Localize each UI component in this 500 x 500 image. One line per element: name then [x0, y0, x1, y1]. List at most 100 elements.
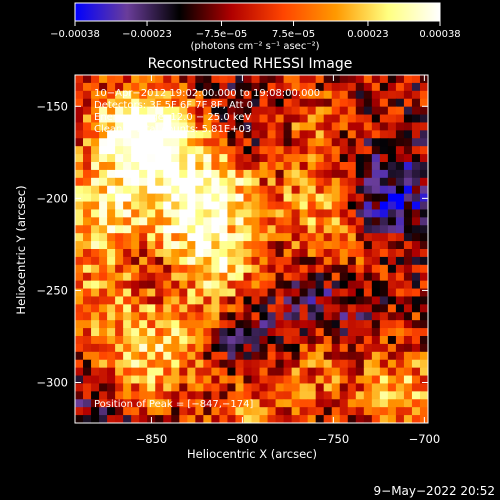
- heatmap-cell: [251, 336, 261, 345]
- heatmap-cell: [147, 249, 156, 258]
- heatmap-cell: [411, 312, 421, 321]
- heatmap-cell: [395, 154, 405, 163]
- heatmap-cell: [179, 225, 188, 234]
- heatmap-cell: [251, 407, 261, 416]
- heatmap-cell: [347, 249, 357, 258]
- heatmap-cell: [227, 185, 237, 195]
- heatmap-cell: [275, 130, 285, 139]
- heatmap-cell: [259, 304, 269, 313]
- heatmap-cell: [91, 320, 100, 329]
- heatmap-cell: [83, 177, 92, 187]
- heatmap-cell: [107, 225, 116, 234]
- heatmap-cell: [187, 288, 196, 298]
- colorbar-tick-label: 7.5e−05: [272, 29, 315, 40]
- heatmap-cell: [179, 312, 188, 321]
- heatmap-cell: [163, 177, 172, 187]
- heatmap-cell: [115, 304, 124, 313]
- heatmap-cell: [235, 256, 245, 266]
- heatmap-cell: [163, 391, 172, 400]
- heatmap-cell: [75, 415, 84, 423]
- heatmap-cell: [211, 241, 221, 250]
- heatmap-cell: [363, 407, 373, 416]
- heatmap-cell: [283, 367, 293, 377]
- heatmap-cell: [307, 185, 317, 195]
- heatmap-cell: [387, 90, 397, 100]
- heatmap-cell: [371, 138, 381, 147]
- heatmap-cell: [419, 367, 428, 377]
- heatmap-cell: [123, 249, 132, 258]
- heatmap-cell: [195, 407, 204, 416]
- heatmap-cell: [131, 367, 140, 377]
- heatmap-cell: [75, 407, 84, 416]
- heatmap-cell: [331, 162, 341, 171]
- heatmap-cell: [171, 169, 180, 179]
- heatmap-image: [75, 75, 428, 423]
- heatmap-cell: [195, 82, 204, 92]
- heatmap-cell: [163, 209, 172, 218]
- heatmap-cell: [139, 201, 148, 211]
- heatmap-cell: [411, 225, 421, 234]
- heatmap-cell: [195, 169, 204, 179]
- heatmap-cell: [355, 304, 365, 313]
- heatmap-cell: [315, 383, 325, 392]
- heatmap-cell: [339, 201, 349, 211]
- heatmap-cell: [315, 185, 325, 195]
- heatmap-cell: [187, 296, 196, 305]
- heatmap-cell: [355, 177, 365, 187]
- heatmap-cell: [171, 351, 180, 361]
- heatmap-cell: [307, 336, 317, 345]
- heatmap-cell: [371, 256, 381, 266]
- heatmap-cell: [291, 130, 301, 139]
- heatmap-cell: [379, 351, 389, 361]
- annotation-block: 10−Apr−2012 19:02:00.000 to 19:08:00.000…: [94, 88, 320, 410]
- heatmap-cell: [291, 114, 301, 124]
- heatmap-cell: [283, 162, 293, 171]
- heatmap-cell: [339, 130, 349, 139]
- heatmap-cell: [291, 209, 301, 218]
- heatmap-cell: [403, 138, 413, 147]
- heatmap-cell: [123, 296, 132, 305]
- heatmap-cell: [299, 312, 309, 321]
- heatmap-cell: [123, 106, 132, 116]
- heatmap-cell: [291, 217, 301, 226]
- heatmap-cell: [267, 399, 277, 408]
- heatmap-cell: [147, 82, 156, 92]
- heatmap-cell: [203, 75, 212, 84]
- heatmap-cell: [299, 391, 309, 400]
- heatmap-cell: [323, 209, 333, 218]
- heatmap-cell: [283, 154, 293, 163]
- heatmap-cell: [227, 383, 237, 392]
- heatmap-cell: [267, 130, 277, 139]
- heatmap-cell: [107, 169, 116, 179]
- heatmap-cell: [323, 114, 333, 124]
- heatmap-cell: [131, 312, 140, 321]
- heatmap-cell: [331, 177, 341, 187]
- heatmap-cell: [371, 122, 381, 131]
- heatmap-cell: [339, 146, 349, 155]
- heatmap-cell: [163, 146, 172, 155]
- heatmap-cell: [235, 359, 245, 369]
- heatmap-cell: [115, 399, 124, 408]
- heatmap-cell: [403, 249, 413, 258]
- heatmap-cell: [331, 201, 341, 211]
- heatmap-cell: [219, 249, 229, 258]
- heatmap-cell: [179, 154, 188, 163]
- heatmap-cell: [339, 351, 349, 361]
- heatmap-cell: [83, 288, 92, 298]
- heatmap-cell: [243, 193, 253, 203]
- heatmap-cell: [403, 90, 413, 100]
- heatmap-cell: [323, 249, 333, 258]
- heatmap-cell: [323, 146, 333, 155]
- heatmap-cell: [91, 82, 100, 92]
- heatmap-cell: [107, 201, 116, 211]
- heatmap-cell: [419, 146, 428, 155]
- heatmap-cell: [131, 114, 140, 124]
- heatmap-cell: [275, 201, 285, 211]
- heatmap-cell: [307, 375, 317, 385]
- heatmap-cell: [227, 177, 237, 187]
- heatmap-cell: [227, 169, 237, 179]
- heatmap-cell: [91, 367, 100, 377]
- heatmap-cell: [323, 82, 333, 92]
- heatmap-cell: [211, 288, 221, 298]
- heatmap-cell: [155, 336, 164, 345]
